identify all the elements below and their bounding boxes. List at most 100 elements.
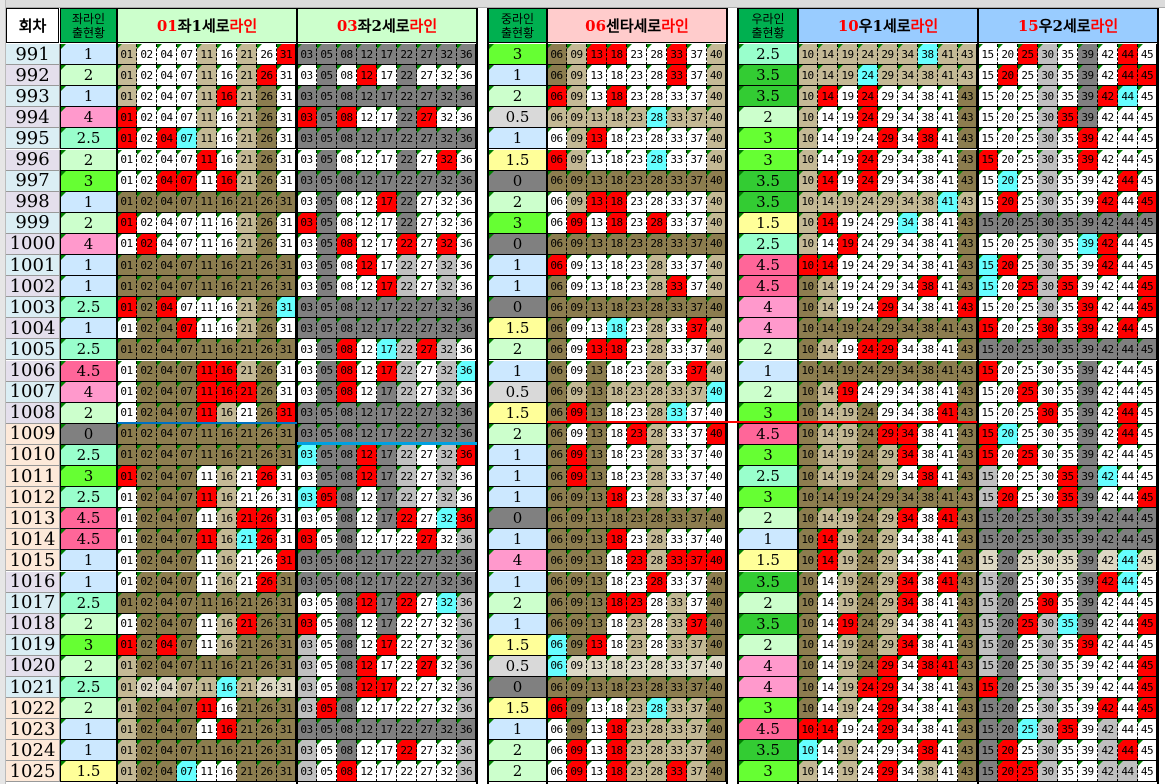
number-cell[interactable]: 36 (457, 339, 477, 361)
number-cell[interactable]: 28 (647, 297, 667, 319)
left-status-score[interactable]: 1 (60, 86, 117, 108)
number-cell[interactable]: 45 (1138, 634, 1158, 656)
number-cell[interactable]: 14 (818, 360, 838, 382)
number-cell[interactable]: 05 (317, 86, 337, 108)
number-cell[interactable]: 02 (137, 381, 157, 403)
number-cell[interactable]: 31 (277, 128, 297, 150)
number-cell[interactable]: 18 (607, 44, 627, 65)
number-cell[interactable]: 08 (337, 255, 357, 276)
number-cell[interactable]: 44 (1118, 149, 1138, 171)
mid-status-score[interactable]: 1.5 (488, 634, 547, 656)
right-status-score[interactable]: 4 (738, 677, 798, 698)
number-cell[interactable]: 28 (647, 170, 667, 192)
number-cell[interactable]: 35 (1058, 255, 1078, 276)
number-cell[interactable]: 40 (707, 233, 727, 255)
number-cell[interactable]: 34 (898, 466, 918, 487)
right-status-score[interactable]: 3 (738, 698, 798, 720)
mid-status-score[interactable]: 1.5 (488, 698, 547, 720)
number-cell[interactable]: 16 (217, 65, 237, 87)
number-cell[interactable]: 41 (938, 550, 958, 572)
number-cell[interactable]: 43 (958, 170, 978, 192)
number-cell[interactable]: 17 (377, 571, 397, 593)
number-cell[interactable]: 38 (918, 698, 938, 720)
number-cell[interactable]: 10 (798, 170, 818, 192)
number-cell[interactable]: 06 (547, 402, 567, 424)
number-cell[interactable]: 23 (627, 550, 647, 572)
number-cell[interactable]: 19 (838, 423, 858, 445)
number-cell[interactable]: 01 (117, 297, 137, 319)
number-cell[interactable]: 44 (1118, 613, 1138, 635)
number-cell[interactable]: 23 (627, 297, 647, 319)
round-number[interactable]: 1013 (6, 508, 60, 530)
number-cell[interactable]: 41 (938, 529, 958, 551)
number-cell[interactable]: 01 (117, 550, 137, 572)
number-cell[interactable]: 24 (858, 466, 878, 487)
number-cell[interactable]: 02 (137, 592, 157, 614)
number-cell[interactable]: 16 (217, 170, 237, 192)
number-cell[interactable]: 43 (958, 529, 978, 551)
number-cell[interactable]: 45 (1138, 128, 1158, 150)
number-cell[interactable]: 26 (257, 613, 277, 635)
number-cell[interactable]: 08 (337, 381, 357, 403)
number-cell[interactable]: 40 (707, 592, 727, 614)
number-cell[interactable]: 31 (277, 571, 297, 593)
number-cell[interactable]: 01 (117, 191, 137, 213)
number-cell[interactable]: 25 (1018, 529, 1038, 551)
number-cell[interactable]: 13 (587, 571, 607, 593)
number-cell[interactable]: 22 (397, 508, 417, 530)
number-cell[interactable]: 08 (337, 339, 357, 361)
number-cell[interactable]: 26 (257, 655, 277, 677)
number-cell[interactable]: 23 (627, 571, 647, 593)
number-cell[interactable]: 31 (277, 233, 297, 255)
number-cell[interactable]: 03 (297, 381, 317, 403)
number-cell[interactable]: 38 (918, 529, 938, 551)
round-number[interactable]: 1012 (6, 487, 60, 509)
number-cell[interactable]: 22 (397, 444, 417, 466)
number-cell[interactable]: 40 (707, 761, 727, 783)
number-cell[interactable]: 09 (567, 550, 587, 572)
number-cell[interactable]: 08 (337, 170, 357, 192)
number-cell[interactable]: 03 (297, 487, 317, 509)
number-cell[interactable]: 04 (157, 170, 177, 192)
number-cell[interactable]: 05 (317, 698, 337, 720)
number-cell[interactable]: 12 (357, 339, 377, 361)
number-cell[interactable]: 17 (377, 740, 397, 762)
number-cell[interactable]: 25 (1018, 677, 1038, 698)
number-cell[interactable]: 36 (457, 402, 477, 424)
number-cell[interactable]: 17 (377, 44, 397, 65)
number-cell[interactable]: 21 (237, 107, 257, 129)
number-cell[interactable]: 40 (707, 381, 727, 403)
number-cell[interactable]: 34 (898, 550, 918, 572)
number-cell[interactable]: 18 (607, 191, 627, 213)
number-cell[interactable]: 30 (1038, 107, 1058, 129)
number-cell[interactable]: 05 (317, 381, 337, 403)
round-number[interactable]: 993 (6, 86, 60, 108)
number-cell[interactable]: 44 (1118, 86, 1138, 108)
number-cell[interactable]: 37 (687, 339, 707, 361)
number-cell[interactable]: 19 (838, 381, 858, 403)
number-cell[interactable]: 30 (1038, 487, 1058, 509)
number-cell[interactable]: 42 (1098, 592, 1118, 614)
number-cell[interactable]: 02 (137, 719, 157, 741)
number-cell[interactable]: 31 (277, 107, 297, 129)
number-cell[interactable]: 07 (177, 698, 197, 720)
number-cell[interactable]: 27 (417, 592, 437, 614)
number-cell[interactable]: 34 (898, 276, 918, 298)
number-cell[interactable]: 11 (197, 339, 217, 361)
number-cell[interactable]: 33 (667, 297, 687, 319)
number-cell[interactable]: 24 (858, 381, 878, 403)
number-cell[interactable]: 37 (687, 191, 707, 213)
number-cell[interactable]: 37 (687, 233, 707, 255)
number-cell[interactable]: 45 (1138, 423, 1158, 445)
right-status-score[interactable]: 3.5 (738, 170, 798, 192)
number-cell[interactable]: 23 (627, 529, 647, 551)
number-cell[interactable]: 40 (707, 550, 727, 572)
number-cell[interactable]: 31 (277, 339, 297, 361)
number-cell[interactable]: 28 (647, 107, 667, 129)
number-cell[interactable]: 36 (457, 698, 477, 720)
mid-status-score[interactable]: 0 (488, 508, 547, 530)
number-cell[interactable]: 34 (898, 107, 918, 129)
left-status-score[interactable]: 2.5 (60, 339, 117, 361)
number-cell[interactable]: 01 (117, 444, 137, 466)
number-cell[interactable]: 11 (197, 444, 217, 466)
